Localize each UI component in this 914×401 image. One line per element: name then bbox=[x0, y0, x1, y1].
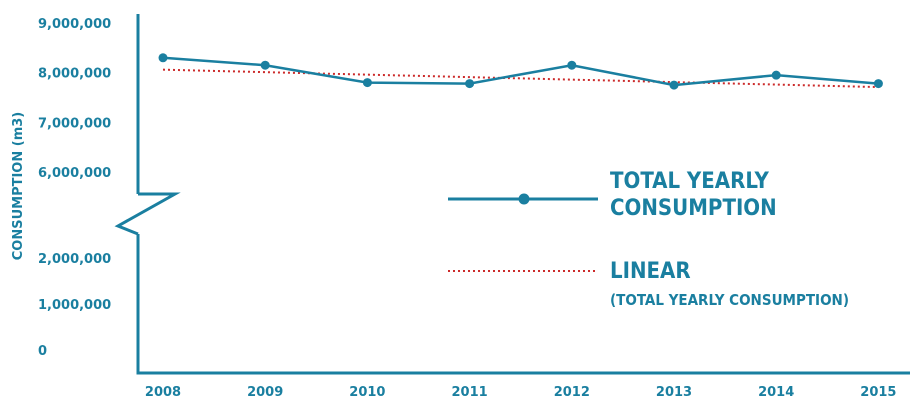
legend-label: TOTAL YEARLY bbox=[610, 169, 770, 194]
data-point bbox=[873, 79, 883, 89]
y-tick-label: 8,000,000 bbox=[38, 67, 111, 82]
x-tick-label: 2013 bbox=[656, 385, 692, 400]
x-tick-label: 2008 bbox=[145, 385, 181, 400]
data-point bbox=[362, 78, 372, 88]
x-tick-labels: 2008 2009 2010 2011 2012 2013 2014 2015 bbox=[145, 385, 897, 400]
data-point bbox=[669, 80, 679, 90]
y-tick-label: 9,000,000 bbox=[38, 17, 111, 32]
data-point bbox=[260, 60, 270, 70]
legend-label: CONSUMPTION bbox=[610, 196, 777, 221]
trend-series bbox=[162, 68, 879, 89]
y-tick-label: 6,000,000 bbox=[38, 166, 111, 181]
y-tick-label: 2,000,000 bbox=[38, 252, 111, 267]
x-tick-label: 2012 bbox=[554, 385, 590, 400]
legend-label: (TOTAL YEARLY CONSUMPTION) bbox=[610, 291, 849, 309]
data-point bbox=[567, 60, 577, 70]
consumption-series bbox=[158, 53, 883, 90]
chart-axes bbox=[114, 14, 910, 375]
trend-line bbox=[162, 68, 879, 89]
data-point bbox=[771, 70, 781, 80]
x-tick-label: 2010 bbox=[349, 385, 385, 400]
x-tick-label: 2011 bbox=[452, 385, 488, 400]
x-tick-label: 2009 bbox=[247, 385, 283, 400]
x-tick-label: 2015 bbox=[860, 385, 896, 400]
legend-label: LINEAR bbox=[610, 259, 691, 284]
y-tick-labels: 9,000,000 8,000,000 7,000,000 6,000,000 2,00… bbox=[38, 17, 111, 359]
y-axis-break bbox=[114, 192, 181, 236]
x-tick-label: 2014 bbox=[758, 385, 794, 400]
data-point bbox=[465, 79, 475, 89]
y-tick-label: 7,000,000 bbox=[38, 116, 111, 131]
y-tick-label: 0 bbox=[38, 344, 47, 359]
legend-marker bbox=[518, 193, 530, 205]
y-tick-label: 1,000,000 bbox=[38, 298, 111, 313]
data-point bbox=[158, 53, 168, 63]
series-line bbox=[162, 56, 879, 87]
y-axis-label: CONSUMPTION (m3) bbox=[11, 112, 26, 261]
